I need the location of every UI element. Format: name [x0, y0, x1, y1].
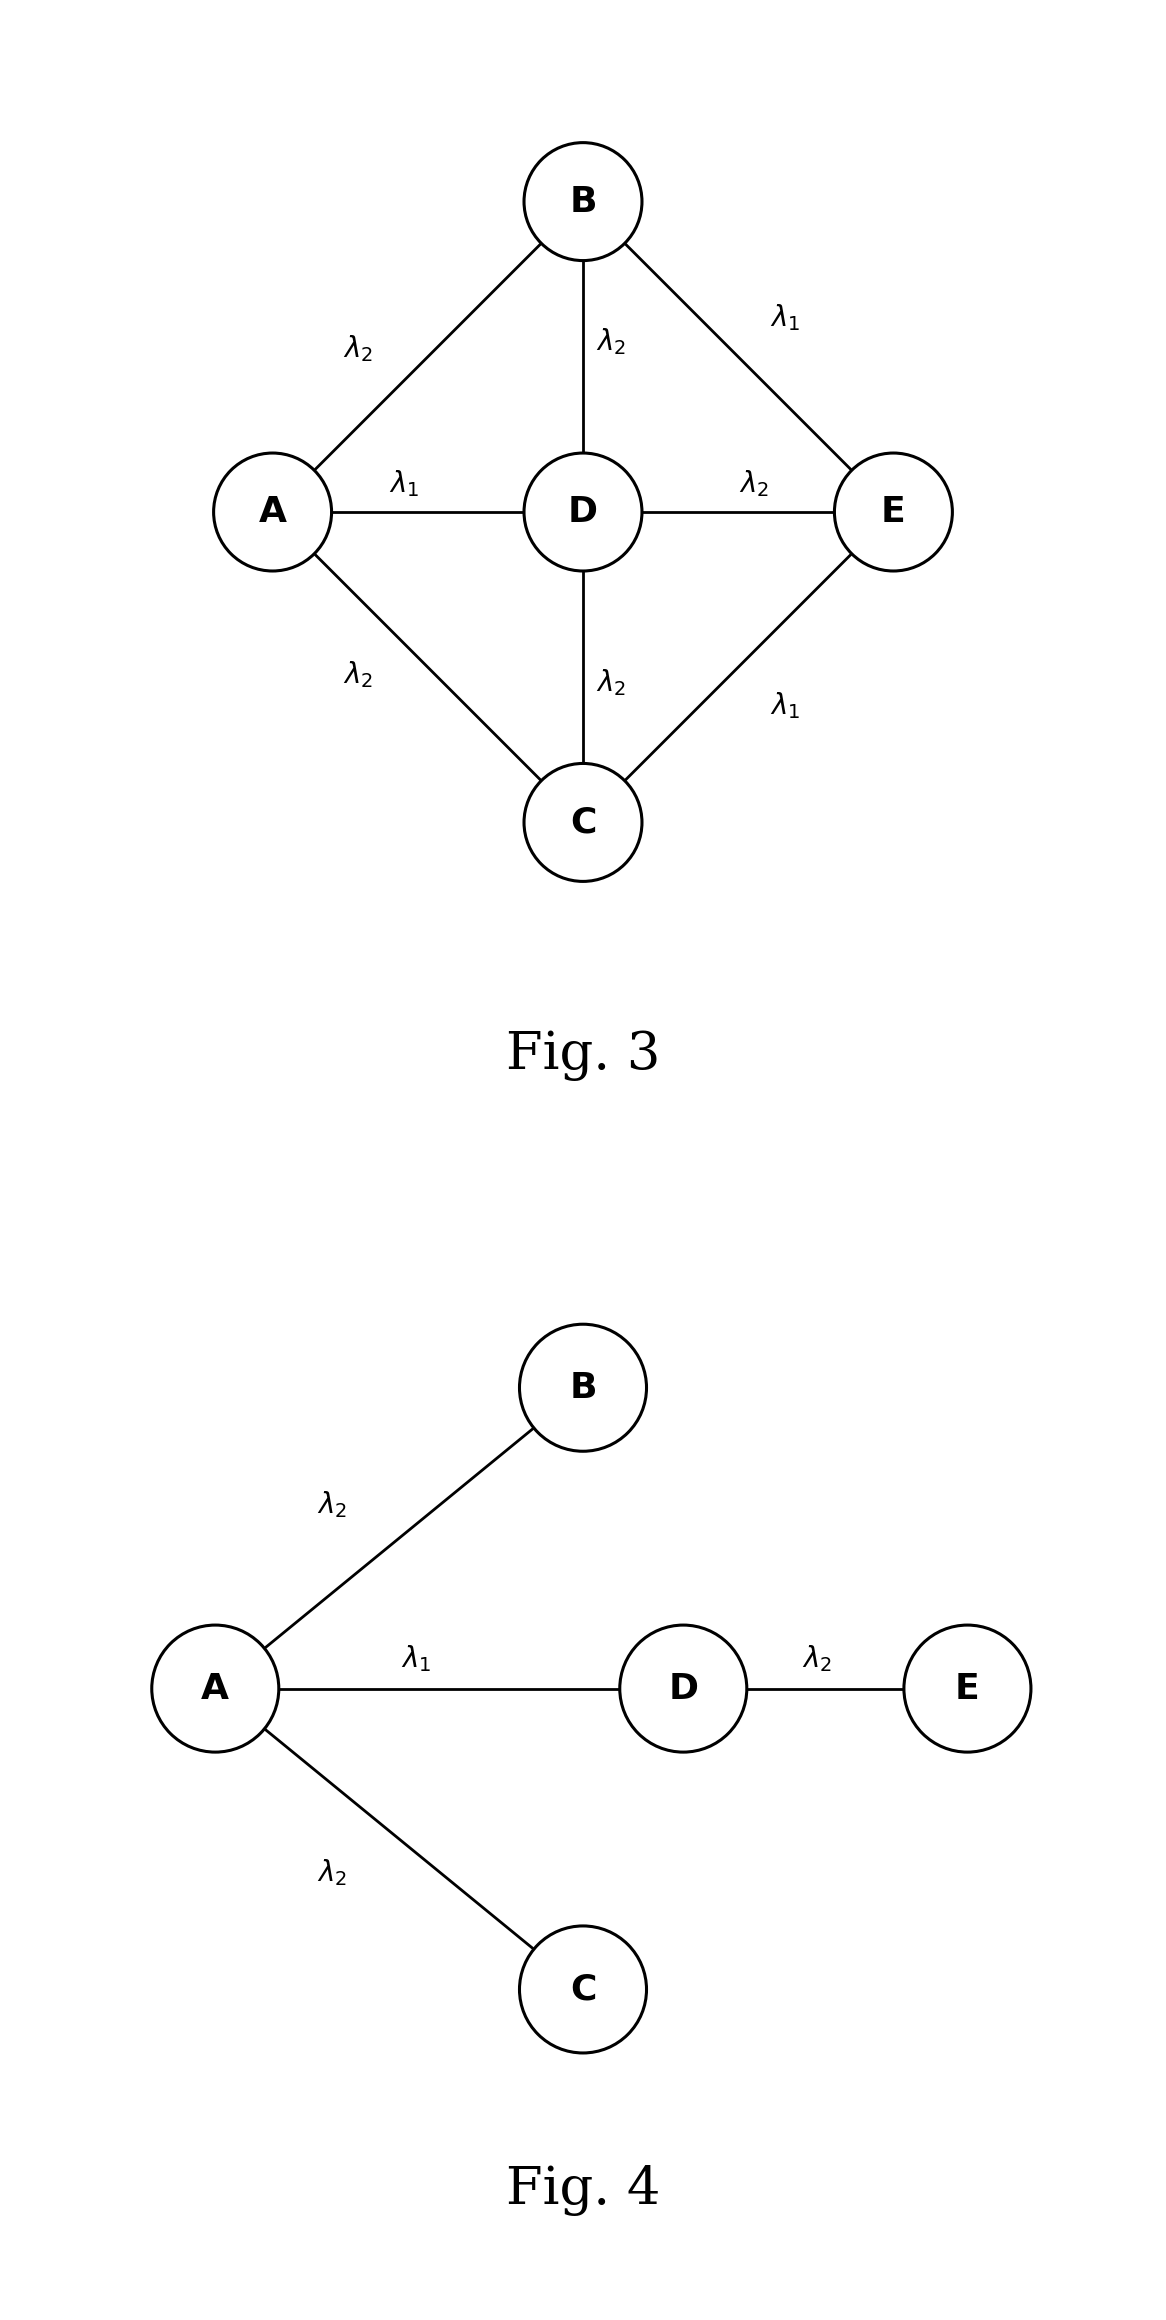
Text: $\lambda_2$: $\lambda_2$ — [343, 659, 373, 691]
Text: $\lambda_1$: $\lambda_1$ — [389, 469, 420, 499]
Text: B: B — [569, 186, 597, 218]
Text: $\lambda_2$: $\lambda_2$ — [317, 1856, 347, 1888]
Text: E: E — [881, 494, 906, 529]
Text: A: A — [202, 1673, 230, 1705]
Text: B: B — [569, 1371, 597, 1404]
Text: $\lambda_1$: $\lambda_1$ — [770, 691, 800, 722]
Text: $\lambda_2$: $\lambda_2$ — [596, 325, 626, 357]
Circle shape — [520, 1325, 646, 1452]
Text: $\lambda_2$: $\lambda_2$ — [596, 668, 626, 698]
Text: Fig. 4: Fig. 4 — [506, 2165, 660, 2216]
Circle shape — [835, 452, 953, 571]
Text: $\lambda_2$: $\lambda_2$ — [802, 1643, 833, 1675]
Text: D: D — [568, 494, 598, 529]
Text: E: E — [955, 1673, 979, 1705]
Circle shape — [524, 452, 642, 571]
Circle shape — [213, 452, 331, 571]
Circle shape — [152, 1624, 279, 1752]
Text: $\lambda_1$: $\lambda_1$ — [401, 1643, 431, 1675]
Circle shape — [904, 1624, 1031, 1752]
Circle shape — [620, 1624, 746, 1752]
Text: A: A — [259, 494, 287, 529]
Text: $\lambda_2$: $\lambda_2$ — [317, 1489, 347, 1520]
Text: D: D — [668, 1673, 698, 1705]
Text: Fig. 3: Fig. 3 — [506, 1030, 660, 1081]
Text: $\lambda_1$: $\lambda_1$ — [770, 302, 800, 334]
Circle shape — [524, 142, 642, 260]
Text: $\lambda_2$: $\lambda_2$ — [343, 334, 373, 364]
Circle shape — [524, 763, 642, 882]
Text: C: C — [570, 805, 596, 840]
Circle shape — [520, 1926, 646, 2053]
Text: $\lambda_2$: $\lambda_2$ — [739, 469, 768, 499]
Text: C: C — [570, 1972, 596, 2007]
